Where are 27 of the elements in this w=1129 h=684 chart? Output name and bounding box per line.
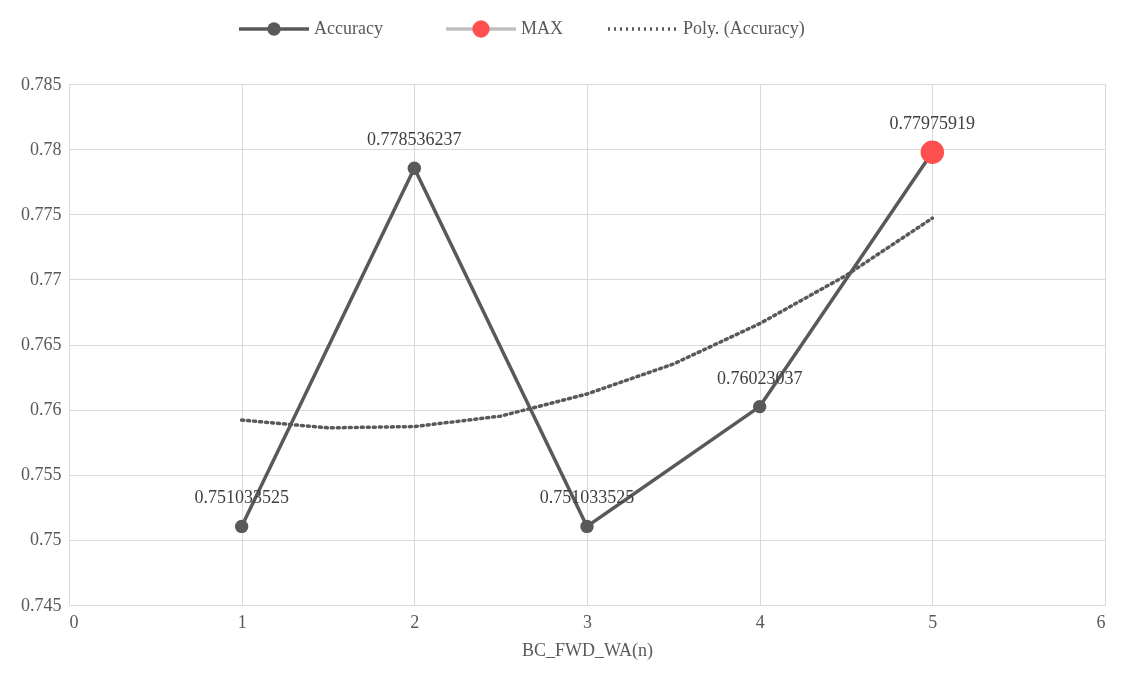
y-tick-label: 0.75 <box>30 529 62 550</box>
x-tick-label: 6 <box>1096 611 1106 632</box>
x-tick-label: 0 <box>69 611 79 632</box>
y-tick-label: 0.78 <box>30 138 62 159</box>
x-tick-label: 5 <box>928 611 938 632</box>
point <box>580 519 594 534</box>
data-label: 0.778536237 <box>367 129 462 150</box>
y-tick-label: 0.765 <box>21 334 62 354</box>
y-tick-label: 0.775 <box>21 203 62 224</box>
y-tick-label: 0.76 <box>30 399 62 420</box>
x-axis-title: BC_FWD_WA(n) <box>522 639 653 661</box>
y-tick-label: 0.755 <box>21 464 62 485</box>
point <box>920 140 945 164</box>
x-tick-label: 1 <box>237 611 247 632</box>
y-tick-label: 0.785 <box>21 73 62 94</box>
x-tick-label: 3 <box>583 611 592 632</box>
point <box>752 399 767 414</box>
data-label: 0.77975919 <box>889 113 976 134</box>
legend-label: MAX <box>521 18 564 38</box>
point <box>234 519 249 534</box>
y-tick-label: 0.745 <box>21 594 62 615</box>
x-tick-label: 4 <box>755 611 765 632</box>
legend-label: Accuracy <box>314 18 383 38</box>
y-tick-label: 0.77 <box>30 268 62 289</box>
point <box>407 161 422 175</box>
legend-label: Poly. (Accuracy) <box>683 18 805 39</box>
x-tick-label: 2 <box>410 611 420 632</box>
